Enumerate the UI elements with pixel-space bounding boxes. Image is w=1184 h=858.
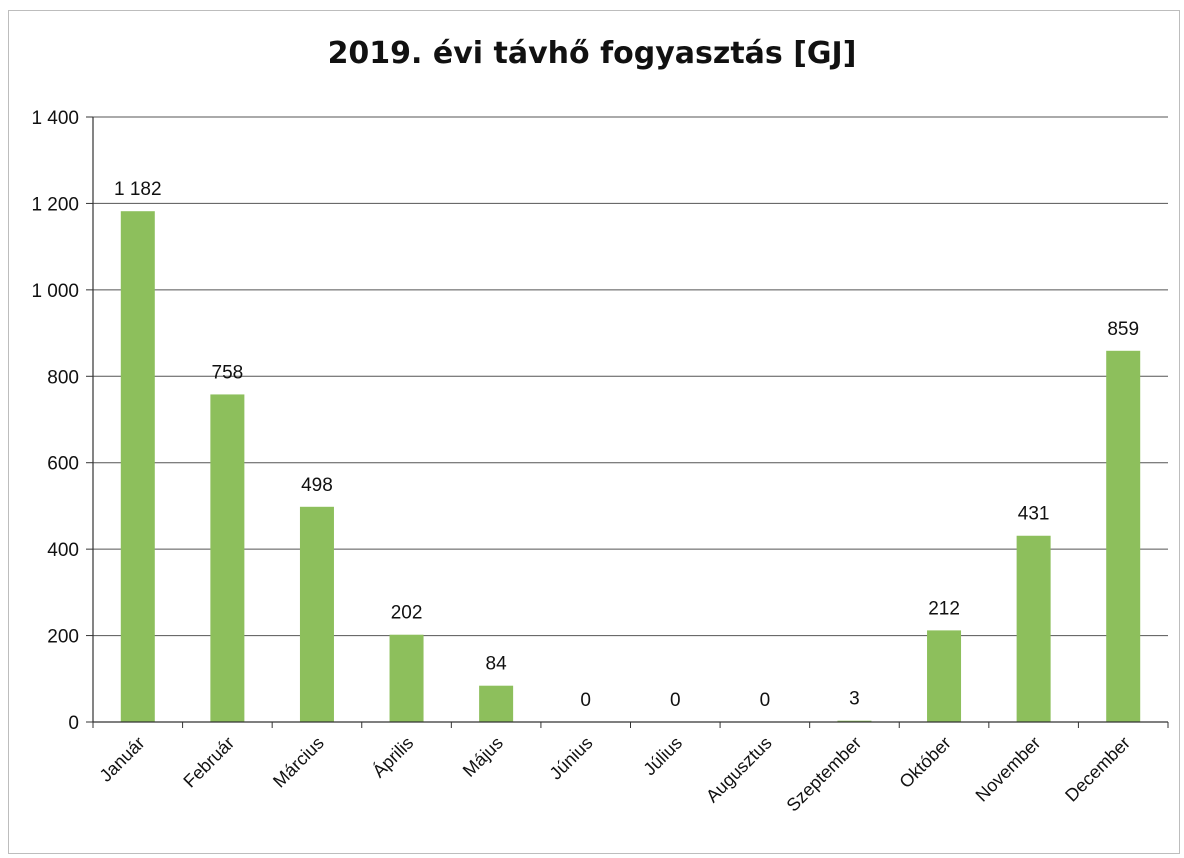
data-label: 84 — [486, 654, 508, 675]
x-tick-label: Július — [639, 733, 686, 780]
axes — [92, 117, 1168, 723]
gridlines — [86, 116, 1169, 728]
bar — [479, 685, 514, 722]
x-tick-label: Október — [895, 733, 954, 792]
x-tick-label: Március — [269, 733, 328, 792]
x-tick-label: Január — [96, 733, 149, 786]
y-tick-label: 600 — [47, 454, 79, 475]
x-tick-label: Augusztus — [702, 733, 776, 807]
y-tick-label: 200 — [47, 627, 79, 648]
x-tick-label: Szeptember — [783, 733, 866, 816]
data-label: 431 — [1018, 504, 1050, 525]
x-tick-label: Június — [546, 733, 597, 784]
x-tick-label: Május — [459, 733, 507, 781]
bar — [120, 211, 155, 722]
x-tick-label: November — [972, 733, 1045, 806]
data-label: 202 — [391, 603, 423, 624]
data-labels: 1 182 758 498 202 84 0 0 0 3 212 431 859 — [114, 179, 1139, 711]
data-label: 859 — [1107, 319, 1139, 340]
data-label: 498 — [301, 475, 333, 496]
y-tick-label: 1 400 — [31, 108, 79, 129]
data-label: 0 — [760, 690, 771, 711]
x-tick-label: December — [1061, 733, 1134, 806]
chart-frame — [8, 10, 1180, 854]
y-tick-label: 800 — [47, 367, 79, 388]
data-label: 212 — [928, 598, 960, 619]
data-label: 0 — [670, 690, 681, 711]
y-tick-label: 1 000 — [31, 281, 79, 302]
x-tick-label: Február — [179, 733, 238, 792]
data-label: 758 — [212, 362, 244, 383]
bar — [927, 630, 962, 722]
data-label: 3 — [849, 689, 860, 710]
bar — [1106, 350, 1141, 722]
y-tick-label: 1 200 — [31, 194, 79, 215]
data-label: 0 — [580, 690, 591, 711]
y-tick-label: 0 — [68, 713, 79, 734]
y-axis-tick-labels: 0 200 400 600 800 1 000 1 200 1 400 — [31, 108, 79, 734]
data-label: 1 182 — [114, 179, 162, 200]
bar — [210, 394, 245, 722]
y-tick-label: 400 — [47, 540, 79, 561]
chart-title: 2019. évi távhő fogyasztás [GJ] — [327, 36, 857, 71]
bar — [837, 720, 872, 722]
bar — [389, 634, 424, 722]
bar — [299, 506, 334, 722]
x-axis-tick-labels: Január Február Március Április Május Június Jú… — [96, 733, 1134, 816]
bars — [120, 211, 1141, 722]
x-tick-label: Április — [369, 733, 418, 782]
bar — [1016, 535, 1051, 722]
